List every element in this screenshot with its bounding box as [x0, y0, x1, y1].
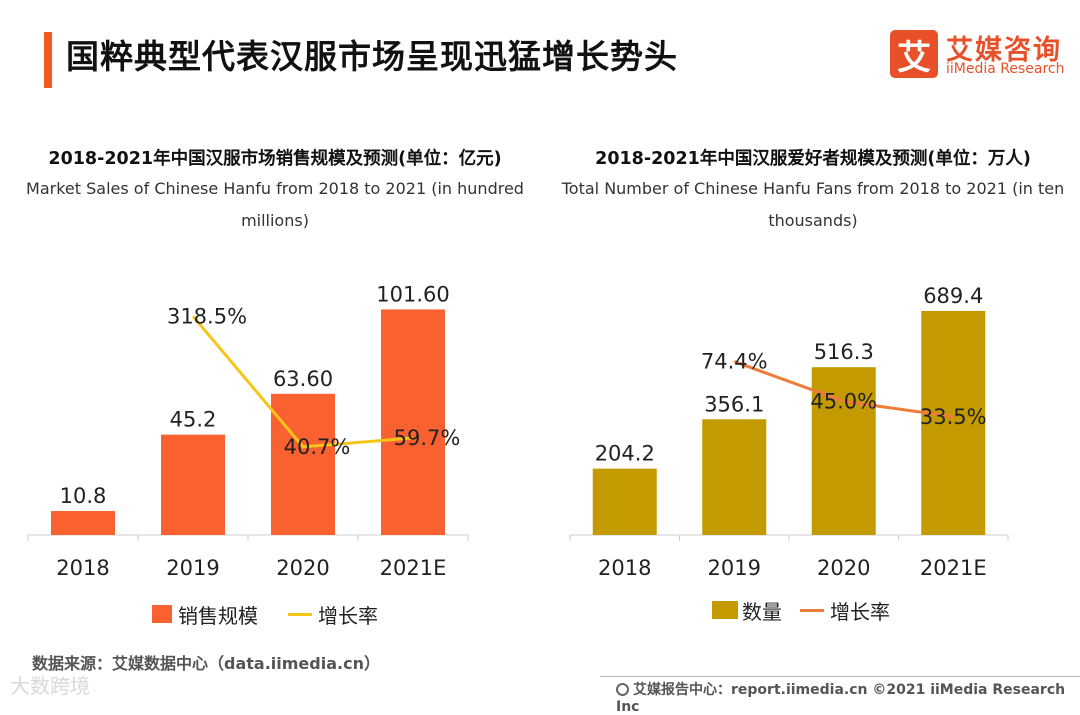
logo-english-name: iiMedia Research: [946, 61, 1065, 77]
title-accent-bar: [44, 32, 52, 88]
bar: [381, 309, 445, 535]
bar-data-label: 204.2: [595, 442, 655, 466]
x-tick-label: 2020: [276, 556, 329, 580]
left-chart: 10.8 2018 45.2 2019 63.60 2020 101.60 2021E 318.…: [27, 282, 469, 580]
bar: [592, 468, 657, 535]
watermark: 大数跨境: [10, 674, 90, 698]
bar: [702, 419, 767, 535]
left-chart-subtitle-line2: millions): [241, 211, 309, 230]
page-title: 国粹典型代表汉服市场呈现迅猛增长势头: [66, 37, 678, 76]
growth-rate-line: [191, 315, 414, 449]
footer-report: 艾媒报告中心：report.iimedia.cn ©2021 iiMedia R…: [616, 679, 1080, 715]
footer-divider: [600, 676, 1080, 677]
right-legend-line-label: 增长率: [830, 600, 890, 624]
bar: [161, 434, 225, 535]
bar-data-label: 356.1: [704, 392, 764, 416]
growth-rate-label: 59.7%: [394, 426, 461, 450]
right-chart-subtitle: Total Number of Chinese Hanfu Fans from …: [548, 173, 1078, 237]
left-chart-subtitle-line1: Market Sales of Chinese Hanfu from 2018 …: [26, 179, 524, 198]
bar-data-label: 689.4: [923, 284, 983, 308]
left-legend-line-swatch: [288, 613, 312, 616]
right-chart-subtitle-line1: Total Number of Chinese Hanfu Fans from …: [561, 179, 1065, 198]
x-tick-label: 2021E: [920, 556, 987, 580]
x-tick-label: 2019: [166, 556, 219, 580]
footer-report-text: 艾媒报告中心：report.iimedia.cn ©2021 iiMedia R…: [616, 682, 1066, 715]
x-tick-label: 2020: [817, 556, 870, 580]
right-legend-bar-label: 数量: [742, 600, 782, 624]
growth-rate-label: 33.5%: [920, 405, 987, 429]
data-source: 数据来源：艾媒数据中心（data.iimedia.cn）: [32, 654, 380, 673]
bar: [921, 310, 986, 535]
growth-rate-label: 318.5%: [167, 304, 247, 328]
iimedia-logo-icon: 艾: [890, 30, 938, 78]
bar-data-label: 101.60: [376, 282, 449, 306]
bar: [811, 367, 876, 535]
bar-data-label: 45.2: [170, 408, 217, 432]
bar: [51, 511, 115, 535]
right-chart-title: 2018-2021年中国汉服爱好者规模及预测(单位：万人): [595, 149, 1031, 169]
left-legend-line-label: 增长率: [318, 604, 378, 628]
bar-data-label: 516.3: [814, 340, 874, 364]
logo-chinese-name: 艾媒咨询: [946, 35, 1062, 66]
left-legend-bar-swatch: [152, 605, 172, 623]
globe-icon: [616, 683, 629, 696]
bar-data-label: 63.60: [273, 367, 333, 391]
bar-data-label: 10.8: [60, 484, 107, 508]
left-chart-title: 2018-2021年中国汉服市场销售规模及预测(单位：亿元): [48, 149, 502, 169]
left-legend-bar-label: 销售规模: [178, 604, 258, 628]
left-chart-subtitle: Market Sales of Chinese Hanfu from 2018 …: [10, 173, 540, 237]
growth-rate-label: 74.4%: [701, 350, 768, 374]
x-tick-label: 2021E: [380, 556, 447, 580]
x-tick-label: 2018: [56, 556, 109, 580]
x-tick-label: 2018: [598, 556, 651, 580]
growth-rate-line: [733, 360, 954, 419]
right-chart-subtitle-line2: thousands): [768, 211, 858, 230]
right-legend-line-swatch: [800, 609, 824, 612]
growth-rate-label: 45.0%: [810, 389, 877, 413]
bar: [271, 393, 335, 535]
right-legend-bar-swatch: [712, 601, 738, 619]
growth-rate-label: 40.7%: [284, 435, 351, 459]
right-chart: 204.2 2018 356.1 2019 516.3 2020 689.4 2021E 74.…: [569, 284, 1009, 580]
x-tick-label: 2019: [708, 556, 761, 580]
